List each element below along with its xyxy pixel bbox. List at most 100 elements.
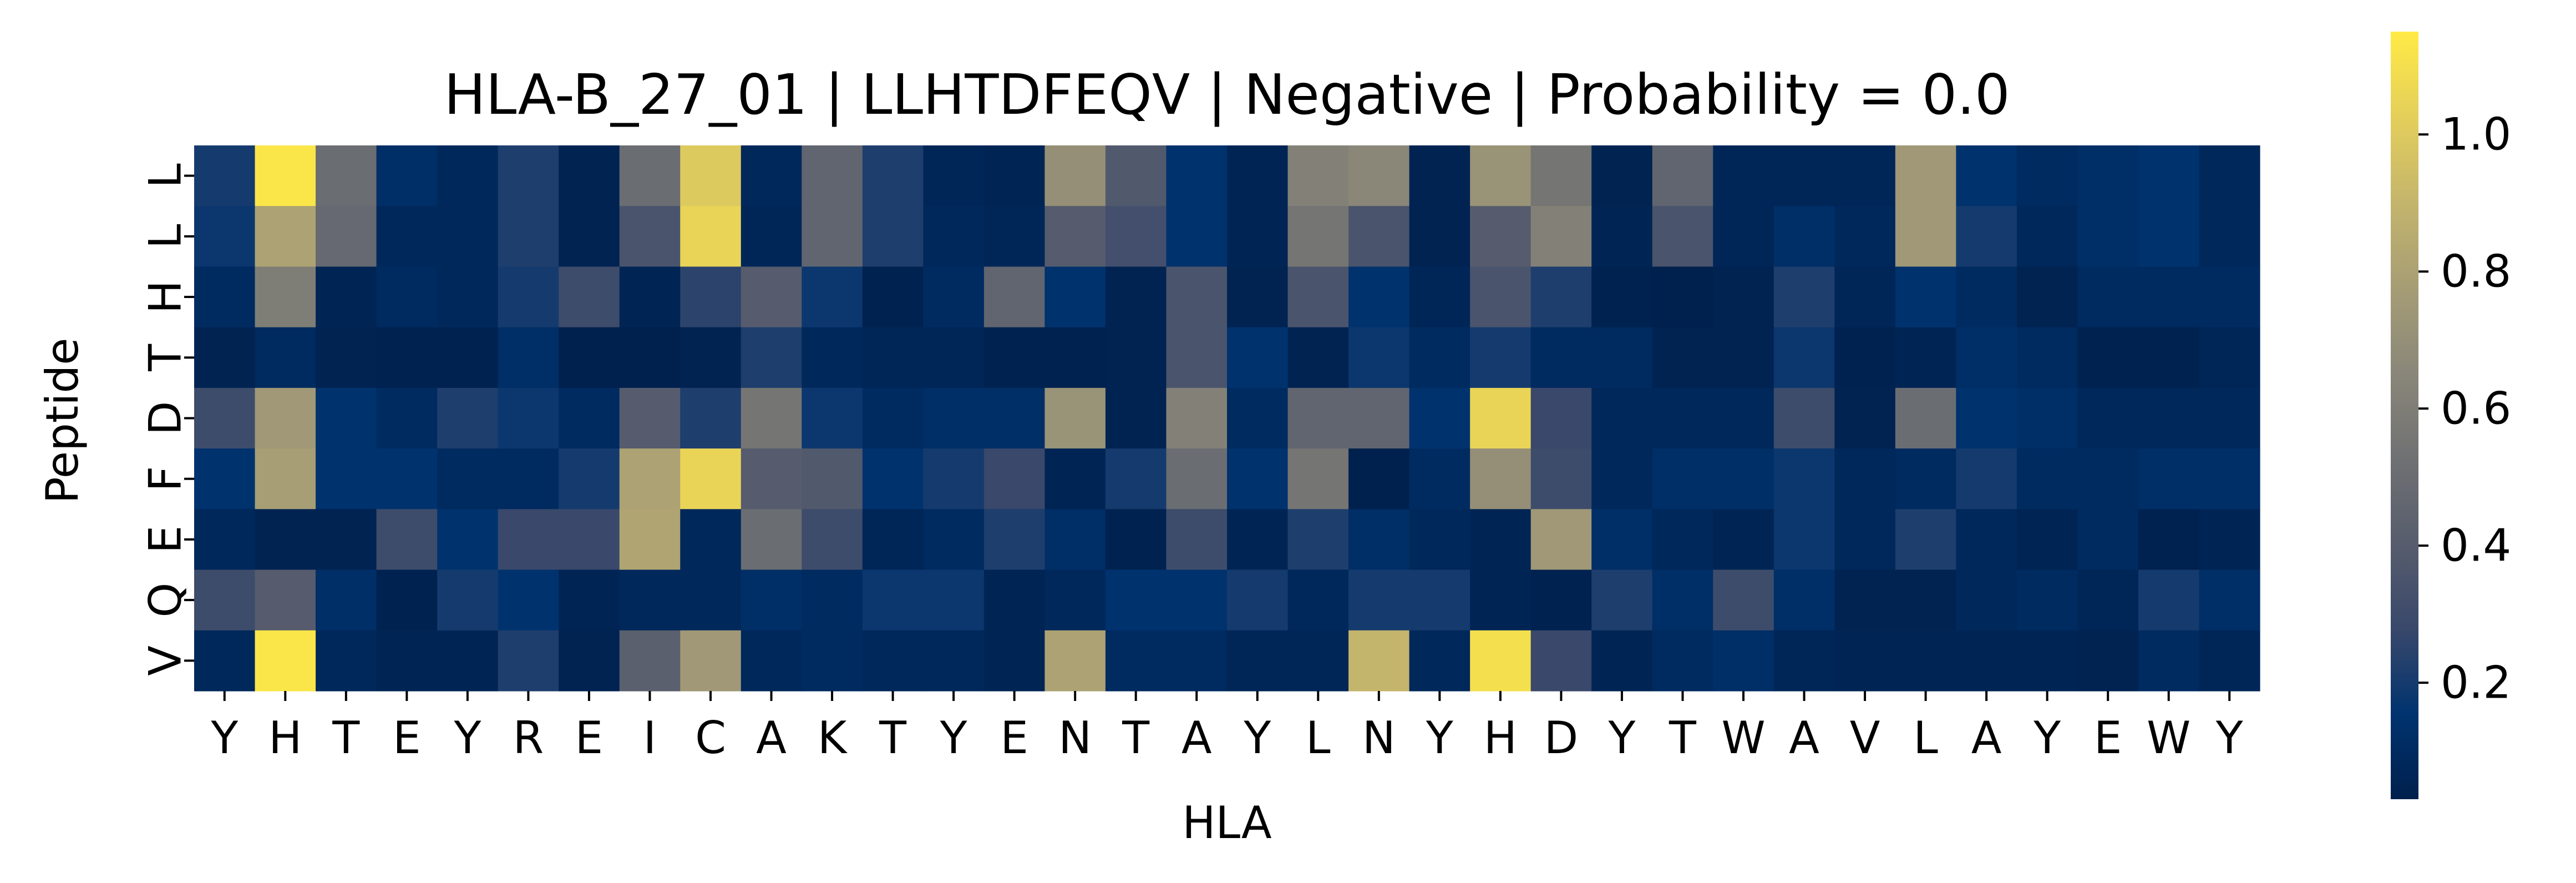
y-tick-label: H	[140, 280, 191, 314]
heatmap-cell	[2138, 206, 2199, 267]
heatmap-cell	[2199, 388, 2260, 449]
heatmap-cell	[255, 388, 316, 449]
heatmap-cell	[984, 145, 1045, 206]
heatmap-cell	[1713, 266, 1774, 327]
heatmap-cell	[1227, 145, 1288, 206]
heatmap-cell	[2077, 388, 2138, 449]
heatmap-cell	[194, 145, 255, 206]
heatmap-cell	[620, 509, 681, 570]
heatmap-cell	[2017, 509, 2078, 570]
heatmap-cell	[2199, 206, 2260, 267]
heatmap-cell	[2199, 509, 2260, 570]
heatmap-cell	[680, 630, 741, 692]
y-tick-label: V	[140, 645, 191, 676]
heatmap-cell	[1348, 206, 1409, 267]
heatmap-cell	[1470, 388, 1531, 449]
heatmap-cell	[2138, 509, 2199, 570]
heatmap-cell	[1591, 388, 1652, 449]
heatmap-cell	[194, 388, 255, 449]
heatmap-cell	[1409, 206, 1470, 267]
heatmap-cell	[1591, 570, 1652, 631]
heatmap-cell	[802, 266, 863, 327]
heatmap-cell	[984, 570, 1045, 631]
chart-title: HLA-B_27_01 | LLHTDFEQV | Negative | Pro…	[444, 62, 2010, 127]
heatmap-cell	[2077, 509, 2138, 570]
heatmap-cell	[194, 206, 255, 267]
colorbar-ticks: 0.2 0.4 0.6 0.8 1.0	[2418, 109, 2511, 709]
heatmap-cell	[316, 206, 377, 267]
heatmap-cell	[923, 630, 984, 692]
heatmap-cell	[984, 388, 1045, 449]
heatmap-cell	[863, 206, 924, 267]
heatmap-cell	[1409, 630, 1470, 692]
heatmap-cell	[1348, 509, 1409, 570]
heatmap-cell	[1106, 145, 1167, 206]
heatmap-cell	[2017, 145, 2078, 206]
heatmap-cell	[194, 266, 255, 327]
heatmap-cell	[923, 570, 984, 631]
heatmap-cell	[2077, 448, 2138, 509]
heatmap-cell	[620, 570, 681, 631]
heatmap-cell	[1895, 570, 1956, 631]
heatmap-cell	[498, 266, 559, 327]
heatmap-cell	[2077, 145, 2138, 206]
heatmap-cell	[984, 266, 1045, 327]
heatmap-cell	[2077, 630, 2138, 692]
heatmap-cell	[1044, 206, 1106, 267]
heatmap-cells	[194, 145, 2260, 692]
heatmap-cell	[559, 266, 620, 327]
heatmap-cell	[1652, 388, 1713, 449]
y-tick-label: F	[140, 466, 191, 492]
x-tick-label: N	[1362, 712, 1396, 764]
x-tick-label: Y	[1608, 712, 1636, 764]
heatmap-cell	[1531, 327, 1592, 388]
heatmap-cell	[923, 145, 984, 206]
heatmap-cell	[377, 266, 438, 327]
heatmap-cell	[1044, 327, 1106, 388]
x-tick-label: Y	[1243, 712, 1271, 764]
heatmap-cell	[1348, 266, 1409, 327]
heatmap-cell	[559, 145, 620, 206]
heatmap-cell	[1166, 388, 1227, 449]
heatmap-cell	[1713, 448, 1774, 509]
heatmap-cell	[1956, 327, 2017, 388]
heatmap-cell	[316, 327, 377, 388]
heatmap-cell	[1834, 145, 1895, 206]
heatmap-cell	[923, 327, 984, 388]
heatmap-cell	[1652, 145, 1713, 206]
heatmap-cell	[1774, 388, 1835, 449]
heatmap-cell	[1470, 448, 1531, 509]
heatmap-cell	[1713, 206, 1774, 267]
heatmap-cell	[1652, 570, 1713, 631]
heatmap-cell	[1652, 266, 1713, 327]
heatmap-cell	[1288, 327, 1349, 388]
heatmap-cell	[1044, 509, 1106, 570]
heatmap-cell	[2138, 630, 2199, 692]
x-tick-label: Y	[2033, 712, 2061, 764]
heatmap-cell	[194, 509, 255, 570]
heatmap-cell	[1956, 388, 2017, 449]
x-tick-label: N	[1058, 712, 1092, 764]
heatmap-cell	[984, 327, 1045, 388]
heatmap-cell	[1895, 388, 1956, 449]
heatmap-cell	[1288, 388, 1349, 449]
heatmap-cell	[1044, 570, 1106, 631]
heatmap-cell	[2017, 206, 2078, 267]
y-tick-label: Q	[140, 583, 191, 618]
heatmap-cell	[1106, 327, 1167, 388]
heatmap-cell	[559, 509, 620, 570]
y-tick-label: T	[140, 344, 191, 372]
heatmap-cell	[1895, 448, 1956, 509]
heatmap-cell	[377, 630, 438, 692]
x-tick-label: Y	[1426, 712, 1454, 764]
heatmap-cell	[498, 388, 559, 449]
heatmap-cell	[1652, 206, 1713, 267]
heatmap-cell	[2138, 145, 2199, 206]
heatmap-cell	[194, 448, 255, 509]
x-tick-label: T	[1122, 712, 1150, 764]
heatmap-cell	[802, 145, 863, 206]
heatmap-cell	[741, 266, 802, 327]
heatmap-cell	[1956, 570, 2017, 631]
heatmap-cell	[863, 509, 924, 570]
heatmap-cell	[2199, 266, 2260, 327]
